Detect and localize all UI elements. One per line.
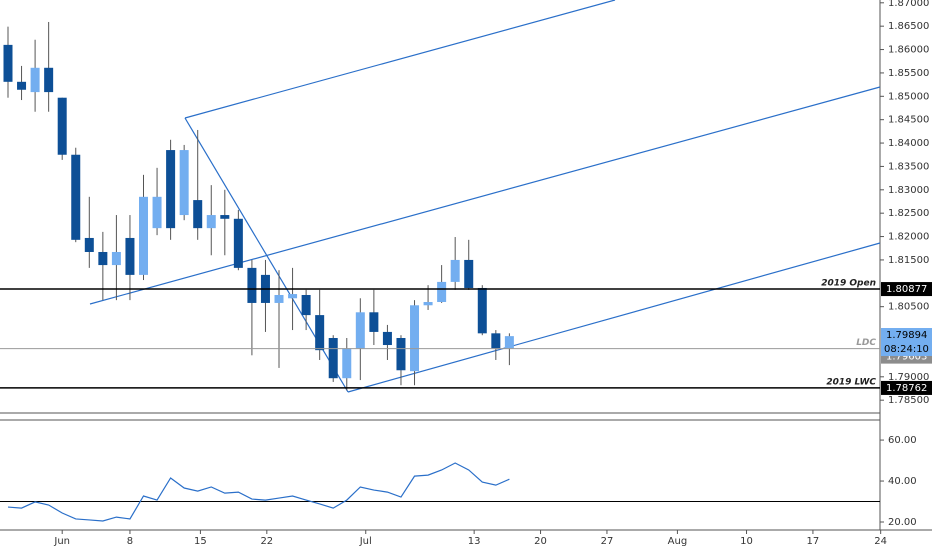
x-tick-label: 24 (874, 536, 887, 547)
y-tick-label: 1.78500 (888, 395, 929, 406)
rsi-line (7, 462, 510, 522)
countdown-label: 08:24:10 (884, 344, 929, 355)
y-tick-label: 1.84500 (888, 115, 929, 126)
candle-body (315, 315, 325, 351)
candle-body (111, 251, 121, 266)
candle-body (369, 312, 379, 332)
candle-body (464, 259, 474, 288)
candle-body (274, 294, 284, 303)
candle-body (3, 44, 13, 82)
candle-body (342, 348, 352, 379)
candle-body (450, 259, 460, 282)
x-tick-label: 8 (127, 536, 133, 547)
candle-body (152, 196, 162, 229)
y-tick-label: 1.86500 (888, 21, 929, 32)
candle-body (382, 331, 392, 346)
candle-body (410, 305, 420, 372)
price-badge-label: 1.79603 (886, 352, 927, 363)
candle-body (98, 251, 108, 266)
x-tick-label: 22 (260, 536, 273, 547)
pitchfork-line (347, 242, 881, 393)
candle-body (423, 302, 433, 306)
candle-body (288, 294, 298, 299)
price-badge-label: 1.78762 (886, 383, 927, 394)
candle-body (437, 281, 447, 303)
last-price-label: 1.79894 (886, 330, 927, 341)
y-tick-label: 1.82500 (888, 208, 929, 219)
level-label: LDC (856, 338, 876, 348)
x-tick-label: 15 (194, 536, 207, 547)
price-badge-label: 1.80877 (886, 284, 927, 295)
candle-body (328, 338, 338, 379)
last-price-badge (881, 328, 932, 357)
candle-body (44, 67, 54, 93)
y-tick-label: 1.84000 (888, 138, 929, 149)
x-tick-label: Jun (53, 536, 70, 547)
y-tick-label: 1.83500 (888, 161, 929, 172)
x-tick-label: 13 (468, 536, 481, 547)
candle-body (84, 237, 94, 252)
x-tick-label: 20 (534, 536, 547, 547)
y-tick-label: 20.00 (888, 517, 917, 528)
candle-body (504, 336, 514, 349)
x-tick-label: Aug (668, 536, 688, 547)
candle-body (30, 67, 40, 93)
candle-body (71, 154, 81, 240)
candle-body (247, 267, 257, 303)
y-tick-label: 1.82000 (888, 232, 929, 243)
candle-body (125, 237, 135, 275)
candle-body (193, 200, 203, 229)
y-tick-label: 40.00 (888, 476, 917, 487)
candle-body (179, 150, 189, 216)
candle-body (220, 215, 230, 219)
candle-body (17, 81, 27, 90)
y-tick-label: 1.79000 (888, 372, 929, 383)
y-tick-label: 1.80500 (888, 302, 929, 313)
x-tick-label: 17 (807, 536, 820, 547)
x-tick-label: 10 (740, 536, 753, 547)
y-tick-label: 1.85500 (888, 68, 929, 79)
candle-body (477, 287, 487, 334)
candle-body (233, 218, 243, 268)
candle-body (139, 196, 149, 275)
candle-body (396, 338, 406, 371)
x-tick-label: Jul (359, 536, 372, 547)
level-label: 2019 Open (821, 279, 876, 289)
y-tick-label: 60.00 (888, 435, 917, 446)
y-tick-label: 1.83000 (888, 185, 929, 196)
pitchfork-line (184, 0, 616, 119)
candle-body (355, 312, 365, 349)
candle-body (57, 97, 67, 155)
price-badge (881, 380, 932, 395)
y-tick-label: 1.81500 (888, 255, 929, 266)
x-tick-label: 27 (601, 536, 614, 547)
y-tick-label: 1.86000 (888, 45, 929, 56)
candle-body (491, 333, 501, 349)
level-label: 2019 LWC (826, 377, 876, 387)
candle-body (206, 215, 216, 229)
price-badge (881, 282, 932, 297)
y-tick-label: 1.87000 (888, 0, 929, 9)
pitchfork-line (89, 86, 881, 305)
y-tick-label: 1.85000 (888, 91, 929, 102)
candle-body (301, 294, 311, 316)
candle-body (166, 150, 176, 229)
